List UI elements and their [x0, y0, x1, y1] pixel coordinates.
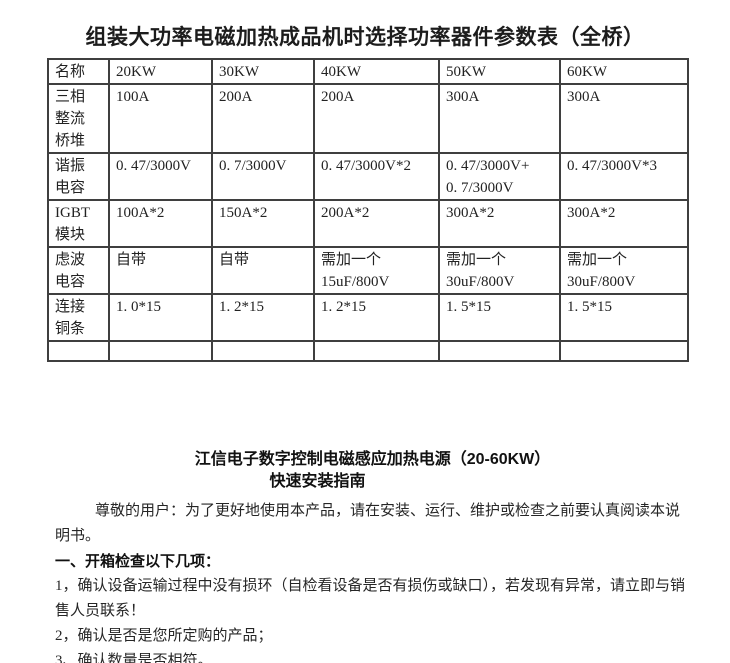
cell-value [211, 340, 315, 362]
table-row-copper-bar: 连接 铜条 1. 0*15 1. 2*15 1. 2*15 1. 5*15 1.… [47, 293, 689, 342]
cell-value: 1. 0*15 [108, 293, 213, 342]
cell-value: 自带 [108, 246, 213, 295]
cell-value [108, 340, 213, 362]
cell-value: 需加一个 30uF/800V [438, 246, 561, 295]
guide-intro-paragraph: 尊敬的用户：为了更好地使用本产品，请在安装、运行、维护或检查之前要认真阅读本说明… [55, 503, 681, 544]
row-label: 连接 铜条 [47, 293, 110, 342]
cell-value: 1. 2*15 [313, 293, 440, 342]
table-row-igbt-module: IGBT 模块 100A*2 150A*2 200A*2 300A*2 300A… [47, 199, 689, 248]
page-title: 组装大功率电磁加热成品机时选择功率器件参数表（全桥） [85, 25, 645, 49]
cell-value: 0. 47/3000V*2 [313, 152, 440, 201]
cell-value: 需加一个 30uF/800V [559, 246, 689, 295]
table-header-row: 名称 20KW 30KW 40KW 50KW 60KW [47, 58, 689, 85]
power-device-params-table: 名称 20KW 30KW 40KW 50KW 60KW 三相 整流 桥堆 100… [47, 58, 689, 362]
cell-value: 200A*2 [313, 199, 440, 248]
cell-value: 自带 [211, 246, 315, 295]
cell-value: 1. 2*15 [211, 293, 315, 342]
install-guide-section: 江信电子数字控制电磁感应加热电源（20-60KW） 快速安装指南 尊敬的用户：为… [55, 449, 690, 663]
row-label: 三相 整流 桥堆 [47, 83, 110, 154]
cell-value: 300A*2 [438, 199, 561, 248]
cell-value: 100A [108, 83, 213, 154]
row-label: IGBT 模块 [47, 199, 110, 248]
cell-value: 300A*2 [559, 199, 689, 248]
header-40kw: 40KW [313, 58, 440, 85]
cell-value: 0. 7/3000V [211, 152, 315, 201]
header-20kw: 20KW [108, 58, 213, 85]
row-label: 谐振 电容 [47, 152, 110, 201]
cell-value: 300A [438, 83, 561, 154]
table-row-filter-capacitor: 虑波 电容 自带 自带 需加一个 15uF/800V 需加一个 30uF/800… [47, 246, 689, 295]
unboxing-check-title: 一、开箱检查以下几项： [55, 553, 221, 570]
guide-heading-line1: 江信电子数字控制电磁感应加热电源（20-60KW） [194, 451, 551, 468]
header-name: 名称 [47, 58, 110, 85]
table-row-rectifier-bridge: 三相 整流 桥堆 100A 200A 200A 300A 300A [47, 83, 689, 154]
guide-heading-line2: 快速安装指南 [269, 473, 366, 490]
check-item-1: 1，确认设备运输过程中没有损环（自检看设备是否有损伤或缺口），若发现有异常，请立… [55, 578, 686, 619]
table-row-resonant-capacitor: 谐振 电容 0. 47/3000V 0. 7/3000V 0. 47/3000V… [47, 152, 689, 201]
cell-value: 200A [211, 83, 315, 154]
table-row-empty [47, 340, 689, 362]
cell-value [313, 340, 440, 362]
header-50kw: 50KW [438, 58, 561, 85]
cell-value: 1. 5*15 [559, 293, 689, 342]
cell-value: 1. 5*15 [438, 293, 561, 342]
row-label [47, 340, 110, 362]
header-30kw: 30KW [211, 58, 315, 85]
cell-value: 100A*2 [108, 199, 213, 248]
check-item-3: 3、确认数量是否相符。 [55, 653, 213, 663]
cell-value: 需加一个 15uF/800V [313, 246, 440, 295]
cell-value [559, 340, 689, 362]
cell-value: 200A [313, 83, 440, 154]
cell-value: 0. 47/3000V+ 0. 7/3000V [438, 152, 561, 201]
row-label: 虑波 电容 [47, 246, 110, 295]
cell-value: 300A [559, 83, 689, 154]
cell-value: 0. 47/3000V*3 [559, 152, 689, 201]
cell-value [438, 340, 561, 362]
check-item-2: 2，确认是否是您所定购的产品； [55, 628, 273, 644]
header-60kw: 60KW [559, 58, 689, 85]
cell-value: 0. 47/3000V [108, 152, 213, 201]
cell-value: 150A*2 [211, 199, 315, 248]
